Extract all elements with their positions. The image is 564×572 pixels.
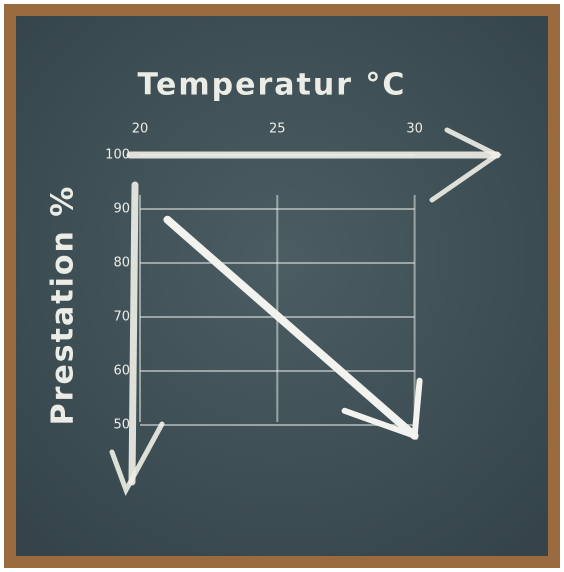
y-tick-label: 70: [113, 310, 130, 325]
y-tick-label: 80: [113, 256, 130, 271]
y-axis: [132, 185, 135, 482]
y-tick-label: 50: [113, 418, 130, 433]
x-tick-label: 25: [269, 122, 286, 137]
x-tick-label: 20: [132, 122, 149, 137]
y-tick-label: 90: [113, 202, 130, 217]
x-tick-label: 30: [406, 122, 423, 137]
y-axis-label: Prestation %: [46, 185, 81, 426]
y-tick-label: 100: [105, 148, 130, 163]
y-tick-label: 60: [113, 364, 130, 379]
chart: Temperatur °C Prestation % 20 25 30 100 90 80…: [0, 0, 564, 572]
x-axis-label: Temperatur °C: [138, 68, 407, 103]
